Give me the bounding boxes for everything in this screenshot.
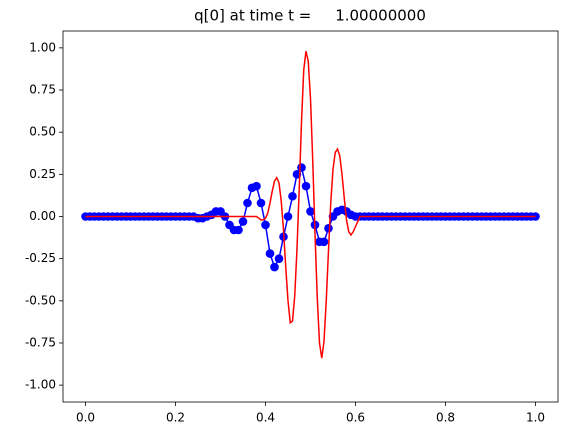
data-point <box>324 224 333 233</box>
y-tick-label: 1.00 <box>29 40 56 54</box>
y-tick-label: -1.00 <box>25 378 56 392</box>
data-point <box>243 198 252 208</box>
x-tick-label: 1.0 <box>526 411 545 425</box>
y-tick-label: 0.75 <box>29 83 56 97</box>
data-point <box>252 181 261 191</box>
y-tick-label: -0.50 <box>25 293 56 307</box>
series-line <box>85 51 536 359</box>
data-point <box>297 163 306 172</box>
x-tick-label: 0.8 <box>436 411 455 425</box>
data-point <box>283 212 293 221</box>
y-tick-label: -0.75 <box>25 335 56 349</box>
x-tick-label: 0.2 <box>166 411 185 425</box>
data-point <box>306 207 315 216</box>
y-tick-label: 0.25 <box>29 167 56 181</box>
data-point <box>265 249 275 258</box>
data-point <box>270 262 279 272</box>
data-point <box>256 198 266 208</box>
x-tick-label: 0.0 <box>76 411 95 425</box>
data-point <box>319 237 329 247</box>
data-point <box>238 217 248 226</box>
y-tick-label: -0.25 <box>25 251 56 265</box>
data-point <box>274 254 284 263</box>
x-tick-label: 0.6 <box>346 411 365 425</box>
y-tick-label: 0.50 <box>29 125 56 139</box>
data-point <box>234 225 243 235</box>
data-point <box>288 191 297 201</box>
data-point <box>301 181 311 191</box>
x-tick-label: 0.4 <box>256 411 275 425</box>
chart-title: q[0] at time t = 1.00000000 <box>194 7 426 25</box>
data-point <box>261 220 270 230</box>
y-tick-label: 0.00 <box>29 209 56 223</box>
plot-frame <box>62 30 559 403</box>
